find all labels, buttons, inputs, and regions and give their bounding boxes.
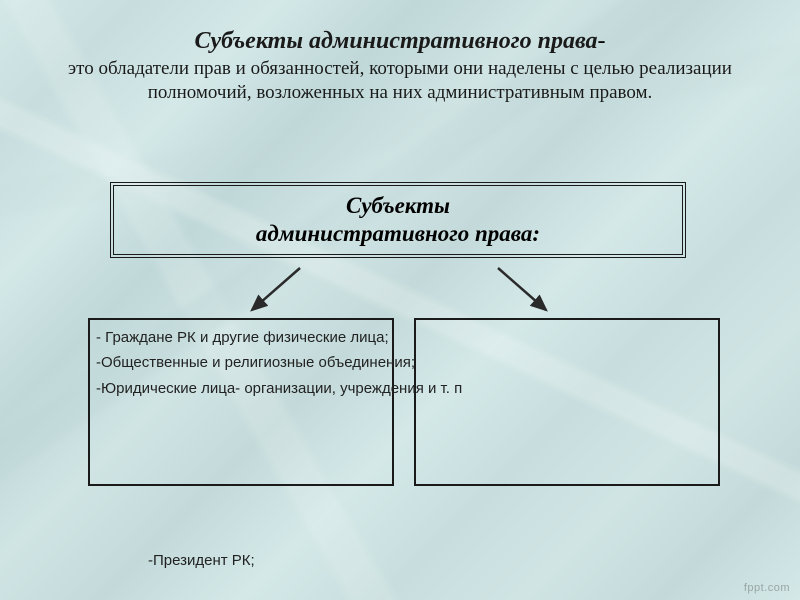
title-main: Субъекты административного права (194, 28, 597, 54)
branch-content: - Граждане РК и другие физические лица; … (96, 326, 656, 402)
subjects-box: Субъекты административного права: (110, 182, 686, 258)
subjects-box-text: Субъекты административного права: (256, 192, 540, 247)
branch-line-3: -Юридические лица- организации, учрежден… (96, 377, 656, 400)
subjects-line1: Субъекты (346, 193, 450, 218)
arrow-left (252, 268, 300, 310)
title-subtitle: это обладатели прав и обязанностей, кото… (50, 57, 750, 105)
title-dash: - (598, 28, 606, 54)
subjects-line2: административного права: (256, 221, 540, 246)
title-block: Субъекты административного права- это об… (0, 0, 800, 105)
footer-line: -Президент РК; (148, 552, 255, 569)
branch-line-1: - Граждане РК и другие физические лица; (96, 326, 656, 349)
watermark: fppt.com (744, 582, 790, 594)
arrow-right (498, 268, 546, 310)
slide: Субъекты административного права- это об… (0, 0, 800, 600)
title-line: Субъекты административного права- (50, 28, 750, 55)
branch-line-2: -Общественные и религиозные объединения; (96, 351, 656, 374)
